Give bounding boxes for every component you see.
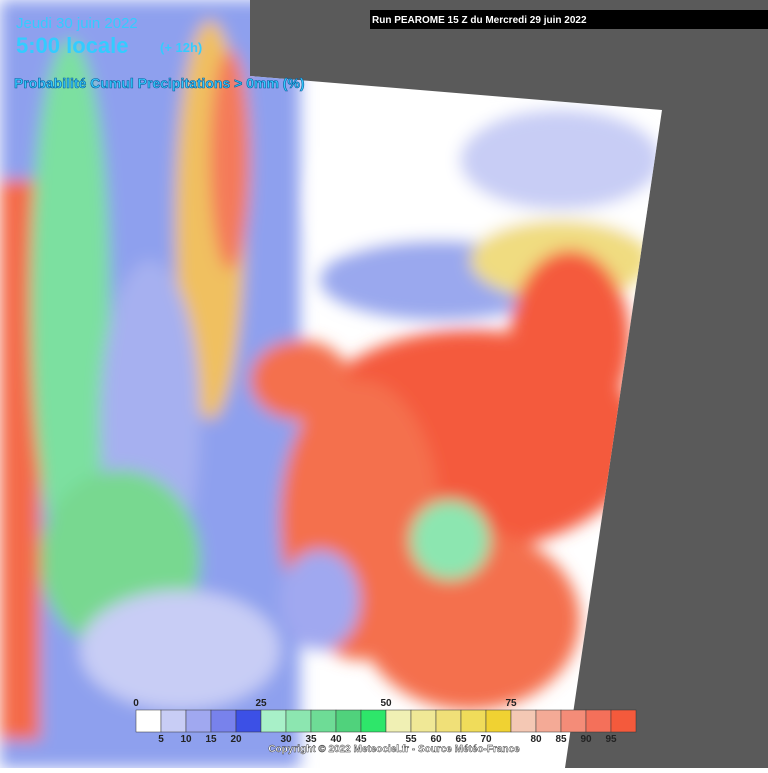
legend-top-label: 75 xyxy=(505,698,517,709)
legend-bottom-label: 5 xyxy=(158,734,164,745)
legend-swatch xyxy=(410,709,437,733)
legend-swatch xyxy=(310,709,337,733)
legend-bottom-label: 55 xyxy=(405,734,417,745)
legend-swatch xyxy=(435,709,462,733)
legend-swatch xyxy=(360,709,387,733)
legend-swatch xyxy=(510,709,537,733)
legend-swatch xyxy=(585,709,612,733)
copyright: Copyright © 2022 Meteociel.fr - Source M… xyxy=(268,744,520,755)
legend-swatch xyxy=(160,709,187,733)
legend-swatch xyxy=(460,709,487,733)
legend-swatch xyxy=(385,709,412,733)
legend-bottom-label: 45 xyxy=(355,734,367,745)
legend-swatch xyxy=(335,709,362,733)
legend-bottom-label: 85 xyxy=(555,734,567,745)
lead-label: (+ 12h) xyxy=(160,40,202,55)
legend-bottom-label: 95 xyxy=(605,734,617,745)
legend-bottom-label: 15 xyxy=(205,734,217,745)
legend-top-label: 50 xyxy=(380,698,392,709)
product-label: Probabilité Cumul Precipitations > 0mm (… xyxy=(14,75,305,91)
legend-swatch xyxy=(535,709,562,733)
legend-bottom-label: 40 xyxy=(330,734,342,745)
legend-bottom-label: 35 xyxy=(305,734,317,745)
run-box xyxy=(370,10,768,29)
legend-swatch xyxy=(135,709,162,733)
legend-bottom-label: 80 xyxy=(530,734,542,745)
legend-bottom-label: 60 xyxy=(430,734,442,745)
precip-field xyxy=(0,0,660,768)
legend-bottom-label: 90 xyxy=(580,734,592,745)
legend-swatch xyxy=(560,709,587,733)
legend-bottom-label: 20 xyxy=(230,734,242,745)
time-label: 5:00 locale xyxy=(16,33,129,58)
legend: 0 25 50 75 5 10 15 20 30 35 40 45 55 60 65 70 80 85 90 95 xyxy=(133,698,637,745)
legend-bottom-label: 30 xyxy=(280,734,292,745)
legend-top-label: 25 xyxy=(255,698,267,709)
legend-bottom-label: 65 xyxy=(455,734,467,745)
legend-swatch xyxy=(235,709,262,733)
legend-swatch xyxy=(485,709,512,733)
legend-swatch xyxy=(185,709,212,733)
legend-swatch xyxy=(610,709,637,733)
legend-swatch xyxy=(210,709,237,733)
run-label: Run PEAROME 15 Z du Mercredi 29 juin 202… xyxy=(372,15,587,26)
legend-bottom-label: 70 xyxy=(480,734,492,745)
legend-bottom-label: 10 xyxy=(180,734,192,745)
date-label: Jeudi 30 juin 2022 xyxy=(16,15,138,32)
legend-swatch xyxy=(260,709,287,733)
legend-swatch xyxy=(285,709,312,733)
legend-top-label: 0 xyxy=(133,698,139,709)
